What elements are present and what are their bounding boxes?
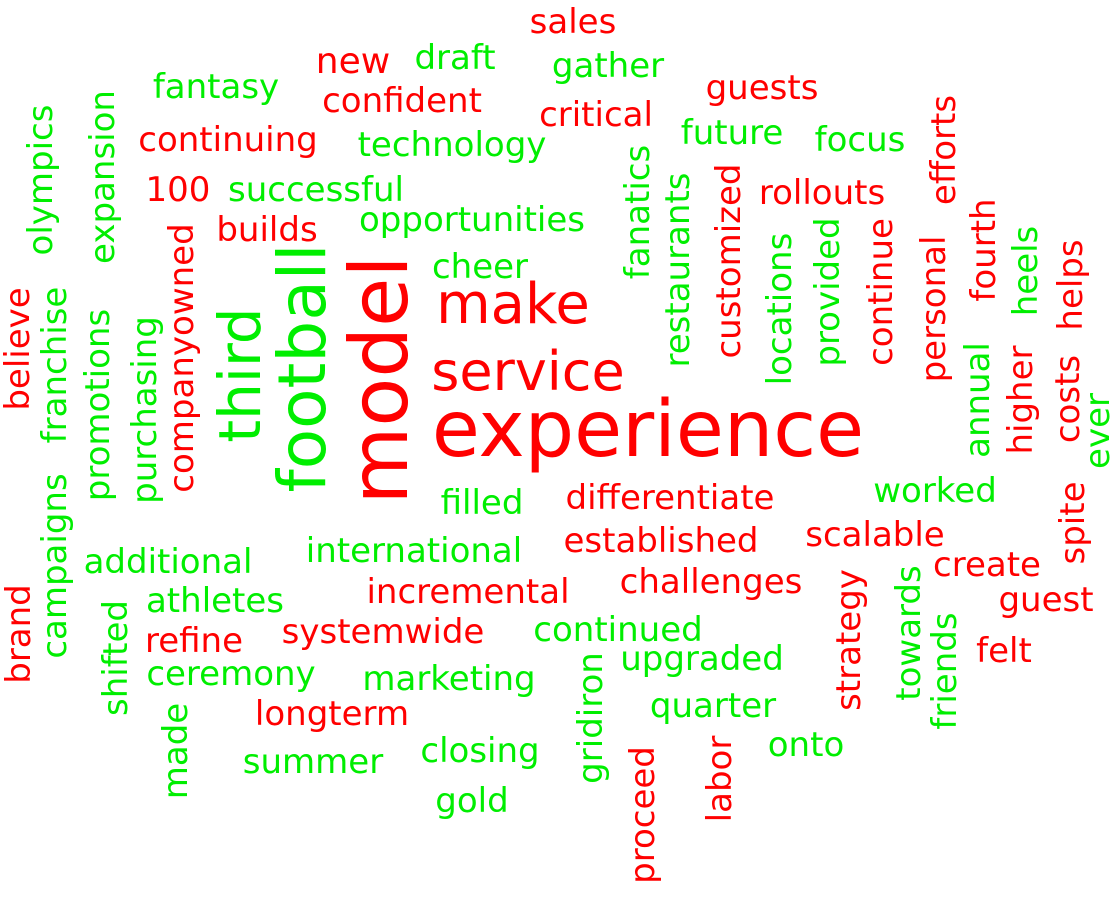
word-gridiron: gridiron <box>571 652 611 784</box>
word-new: new <box>315 41 391 82</box>
word-future: future <box>680 113 784 153</box>
word-guest: guest <box>998 580 1094 620</box>
word-successful: successful <box>228 170 404 210</box>
word-critical: critical <box>539 95 653 135</box>
word-cheer: cheer <box>431 247 529 287</box>
word-onto: onto <box>767 725 845 765</box>
word-fantasy: fantasy <box>152 67 280 107</box>
word-service: service <box>431 340 625 403</box>
word-builds: builds <box>216 210 318 250</box>
word-expansion: expansion <box>83 90 123 264</box>
word-quarter: quarter <box>649 686 777 726</box>
word-technology: technology <box>357 125 547 165</box>
word-proceed: proceed <box>623 746 663 884</box>
word-longterm: longterm <box>254 694 410 734</box>
word-brand: brand <box>0 584 39 684</box>
word-worked: worked <box>873 471 997 511</box>
word-third: third <box>206 307 274 443</box>
word-sales: sales <box>529 2 617 42</box>
word-focus: focus <box>814 120 906 160</box>
word-upgraded: upgraded <box>620 639 784 679</box>
word-purchasing: purchasing <box>125 316 165 504</box>
word-restaurants: restaurants <box>658 172 698 368</box>
word-felt: felt <box>976 631 1032 671</box>
word-athletes: athletes <box>145 581 285 621</box>
word-continued: continued <box>533 610 703 650</box>
word-strategy: strategy <box>829 569 869 711</box>
word-ceremony: ceremony <box>146 654 316 694</box>
word-friends: friends <box>925 612 965 730</box>
word-international: international <box>305 531 523 571</box>
word-olympics: olympics <box>21 104 61 256</box>
word-opportunities: opportunities <box>358 200 586 240</box>
word-established: established <box>563 521 759 561</box>
word-franchise: franchise <box>35 286 75 444</box>
word-fourth: fourth <box>964 198 1004 302</box>
word-model: model <box>333 255 426 505</box>
word-higher: higher <box>1001 345 1041 455</box>
word-gather: gather <box>551 46 665 86</box>
word-made: made <box>156 702 196 800</box>
word-shifted: shifted <box>96 600 136 716</box>
word-create: create <box>933 545 1041 585</box>
word-labor: labor <box>700 735 740 823</box>
word-experience: experience <box>431 385 865 475</box>
word-scalable: scalable <box>805 515 945 555</box>
word-helps: helps <box>1051 239 1091 331</box>
word-draft: draft <box>414 38 496 78</box>
word-confident: confident <box>322 81 482 121</box>
word-personal: personal <box>914 235 954 383</box>
word-continue: continue <box>861 218 901 366</box>
word-campaigns: campaigns <box>35 473 75 659</box>
word-heels: heels <box>1006 225 1046 317</box>
word-guests: guests <box>705 68 819 108</box>
word-marketing: marketing <box>362 659 536 699</box>
word-challenges: challenges <box>619 562 803 602</box>
word-refine: refine <box>144 621 244 661</box>
word-spite: spite <box>1053 481 1093 565</box>
word-100: 100 <box>145 170 211 210</box>
word-continuing: continuing <box>138 120 318 160</box>
word-ever: ever <box>1078 393 1111 469</box>
word-gold: gold <box>435 781 509 821</box>
word-efforts: efforts <box>924 94 964 206</box>
word-closing: closing <box>420 731 540 771</box>
word-companyowned: companyowned <box>162 223 202 493</box>
word-towards: towards <box>889 565 929 701</box>
word-additional: additional <box>83 542 253 582</box>
word-summer: summer <box>242 742 384 782</box>
word-believe: believe <box>0 287 38 411</box>
word-locations: locations <box>760 232 800 386</box>
word-customized: customized <box>709 163 749 359</box>
word-filled: filled <box>440 483 524 523</box>
word-provided: provided <box>808 217 848 367</box>
word-systemwide: systemwide <box>281 612 485 652</box>
word-rollouts: rollouts <box>758 173 886 213</box>
word-football: football <box>264 243 341 493</box>
word-incremental: incremental <box>366 572 570 612</box>
word-promotions: promotions <box>78 308 118 502</box>
word-differentiate: differentiate <box>565 478 775 518</box>
word-fanatics: fanatics <box>618 144 658 280</box>
word-annual: annual <box>958 342 998 458</box>
word-make: make <box>436 272 590 337</box>
